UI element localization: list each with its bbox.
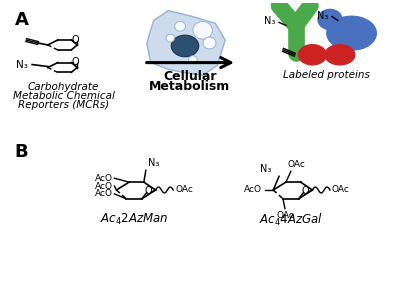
Ellipse shape — [166, 34, 175, 42]
Ellipse shape — [317, 9, 343, 30]
Text: OAc: OAc — [288, 160, 306, 169]
Text: O: O — [72, 57, 79, 67]
Text: AcO: AcO — [94, 182, 112, 191]
Text: N₃: N₃ — [148, 158, 159, 168]
Text: N₃: N₃ — [260, 164, 271, 174]
Text: Cellular: Cellular — [163, 71, 217, 83]
Ellipse shape — [203, 37, 216, 49]
Text: $\mathit{Ac_4}$$\mathit{2AzMan}$: $\mathit{Ac_4}$$\mathit{2AzMan}$ — [100, 212, 168, 227]
Text: A: A — [14, 11, 28, 29]
Text: Metabolic Chemical: Metabolic Chemical — [12, 91, 114, 101]
Text: OAc: OAc — [175, 185, 193, 194]
Text: N₃: N₃ — [16, 60, 28, 70]
Text: AcO: AcO — [94, 174, 112, 183]
Ellipse shape — [175, 21, 186, 31]
Ellipse shape — [298, 44, 327, 65]
Ellipse shape — [326, 15, 377, 51]
Text: $\mathit{Ac_4}$$\mathit{4AzGal}$: $\mathit{Ac_4}$$\mathit{4AzGal}$ — [259, 212, 323, 228]
Text: OAc: OAc — [276, 210, 294, 219]
Text: B: B — [14, 143, 28, 161]
Ellipse shape — [171, 35, 199, 57]
Text: N₃: N₃ — [264, 17, 275, 26]
Text: N₃: N₃ — [317, 11, 328, 21]
Text: O: O — [72, 35, 79, 45]
Text: O: O — [145, 187, 152, 196]
Text: AcO: AcO — [244, 185, 262, 194]
Ellipse shape — [324, 44, 356, 65]
Text: Reporters (MCRs): Reporters (MCRs) — [18, 100, 109, 110]
Ellipse shape — [193, 21, 212, 39]
Text: Labeled proteins: Labeled proteins — [283, 71, 370, 80]
Text: O: O — [302, 187, 309, 196]
Text: OAc: OAc — [332, 185, 350, 194]
Polygon shape — [147, 11, 225, 75]
Ellipse shape — [188, 56, 197, 64]
Text: AcO: AcO — [94, 189, 112, 198]
Text: Metabolism: Metabolism — [149, 80, 230, 93]
Text: Carbohydrate: Carbohydrate — [28, 82, 99, 92]
